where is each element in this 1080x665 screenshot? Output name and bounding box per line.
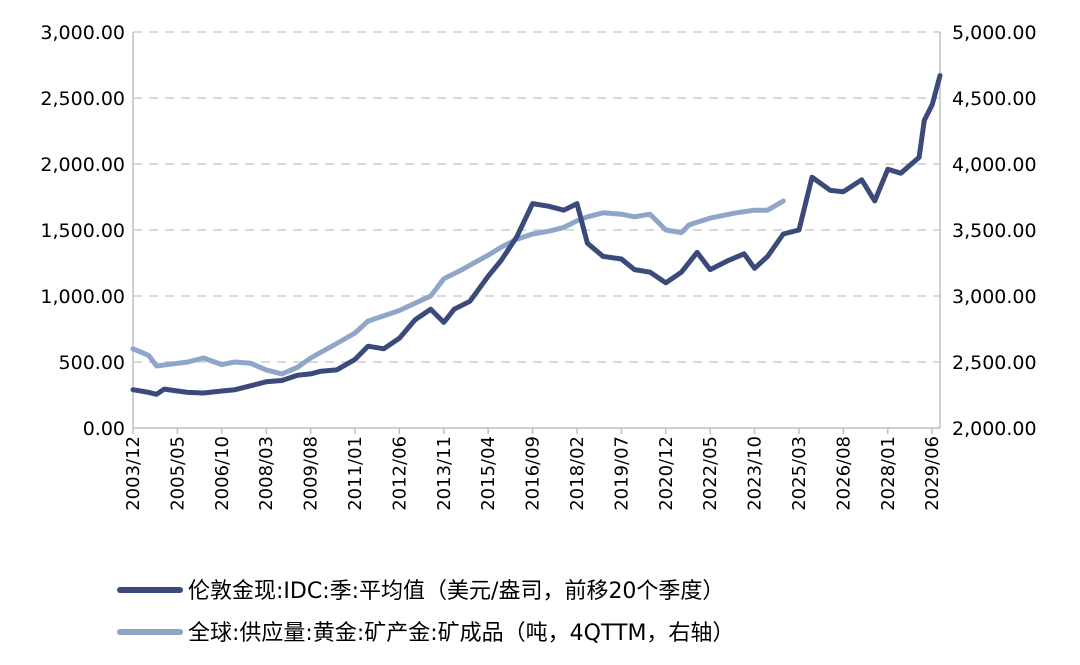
y-left-tick-label: 0.00 <box>83 418 125 440</box>
y-left-tick-label: 3,000.00 <box>40 22 125 44</box>
x-tick-label: 2025/03 <box>789 436 810 511</box>
legend-layer: 伦敦金现:IDC:季:平均值（美元/盎司，前移20个季度） 全球:供应量:黄金:矿… <box>117 579 734 646</box>
series-layer <box>130 73 943 397</box>
series-line-mine-supply <box>130 198 786 377</box>
x-tick-label: 2006/10 <box>212 436 233 511</box>
y-right-tick-label: 3,500.00 <box>952 220 1037 242</box>
x-tick-label: 2023/10 <box>745 436 766 511</box>
x-tick-label: 2029/06 <box>922 436 943 511</box>
x-tick-label: 2008/03 <box>256 436 277 511</box>
y-right-tick-label: 4,000.00 <box>952 154 1037 176</box>
x-tick-label: 2018/02 <box>567 436 588 511</box>
x-tick-label: 2028/01 <box>878 436 899 511</box>
y-left-tick-label: 2,000.00 <box>40 154 125 176</box>
y-right-tick-label: 3,000.00 <box>952 286 1037 308</box>
y-left-tick-label: 1,000.00 <box>40 286 125 308</box>
y-left-tick-label: 1,500.00 <box>40 220 125 242</box>
grid-layer <box>133 31 940 363</box>
legend-label: 伦敦金现:IDC:季:平均值（美元/盎司，前移20个季度） <box>188 579 724 604</box>
y-left-tick-label: 500.00 <box>59 352 125 374</box>
x-tick-label: 2011/01 <box>345 436 366 511</box>
y-right-tick-label: 5,000.00 <box>952 22 1037 44</box>
x-tick-label: 2026/08 <box>833 436 854 511</box>
x-tick-label: 2003/12 <box>123 436 144 511</box>
x-tick-label: 2005/05 <box>167 436 188 511</box>
x-tick-label: 2015/04 <box>478 436 499 511</box>
y-right-tick-label: 4,500.00 <box>952 88 1037 110</box>
x-tick-label: 2022/05 <box>700 436 721 511</box>
series-line-gold-price <box>130 73 943 397</box>
y-left-tick-label: 2,500.00 <box>40 88 125 110</box>
x-tick-label: 2016/09 <box>523 436 544 511</box>
x-tick-label: 2012/06 <box>389 436 410 511</box>
y-right-tick-label: 2,500.00 <box>952 352 1037 374</box>
y-right-tick-label: 2,000.00 <box>952 418 1037 440</box>
x-tick-label: 2019/07 <box>611 436 632 511</box>
x-tick-label: 2009/08 <box>301 436 322 511</box>
legend-label: 全球:供应量:黄金:矿产金:矿成品（吨，4QTTM，右轴） <box>188 621 734 646</box>
x-tick-label: 2020/12 <box>656 436 677 511</box>
axis-layer: 0.00 2,000.00 500.00 2,500.00 1,000.00 3,000.… <box>40 22 1036 511</box>
x-tick-label: 2013/11 <box>434 436 455 511</box>
